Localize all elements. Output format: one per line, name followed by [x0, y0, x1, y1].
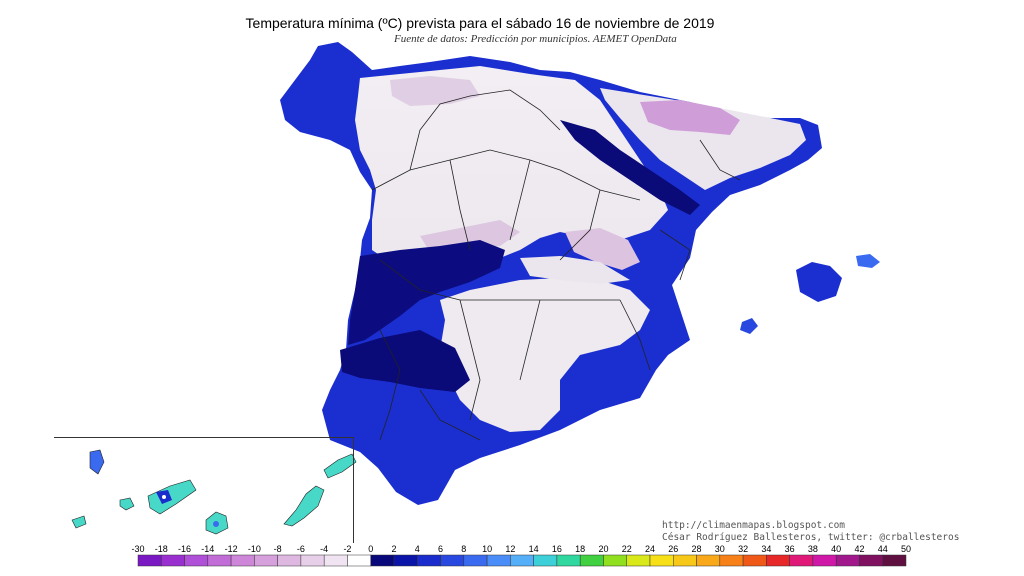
legend-swatch	[323, 554, 348, 567]
legend-tick-label: 4	[415, 544, 420, 554]
legend-tick-label: 38	[808, 544, 818, 554]
legend-swatch	[626, 554, 651, 567]
legend-swatch	[300, 554, 325, 567]
legend-tick-label: -6	[297, 544, 305, 554]
legend-swatch	[161, 554, 185, 567]
canary-inset-frame	[54, 437, 354, 543]
legend-swatch	[742, 554, 767, 567]
mallorca	[796, 262, 842, 302]
legend-tick-label: 8	[461, 544, 466, 554]
ibiza	[740, 318, 758, 334]
legend-swatch	[184, 554, 209, 567]
legend-tick-label: -18	[155, 544, 168, 554]
legend-tick-label: 44	[878, 544, 888, 554]
credit: http://climaenmapas.blogspot.com César R…	[662, 520, 959, 544]
credit-author: César Rodríguez Ballesteros, twitter: @c…	[662, 532, 960, 543]
south-deep	[340, 330, 470, 392]
legend-swatch	[230, 554, 255, 567]
ebro-deep	[560, 120, 700, 215]
legend-tick-label: 18	[575, 544, 585, 554]
canary-islands	[71, 449, 357, 535]
legend-swatch	[696, 554, 721, 567]
legend-swatch	[207, 554, 232, 567]
legend-swatch	[835, 554, 860, 567]
legend-swatch	[254, 554, 278, 567]
legend-swatch	[463, 554, 488, 567]
legend-tick-label: 24	[645, 544, 655, 554]
center-pale	[520, 256, 630, 284]
legend-tick-label: -12	[225, 544, 238, 554]
iberian-lilac	[565, 228, 640, 270]
legend-swatch	[579, 554, 604, 567]
map-title: Temperatura mínima (ºC) prevista para el…	[245, 15, 715, 31]
legend-tick-label: -2	[343, 544, 351, 554]
legend-tick-label: 26	[668, 544, 678, 554]
legend-swatch	[673, 554, 697, 567]
legend-tick-label: 30	[715, 544, 725, 554]
legend-tick-label: -10	[248, 544, 261, 554]
legend-tick-label: -14	[201, 544, 214, 554]
legend-tick-label: 14	[529, 544, 539, 554]
legend-tick-label: -16	[178, 544, 191, 554]
legend-swatch	[417, 554, 441, 567]
menorca	[856, 254, 880, 268]
legend-swatch	[486, 554, 511, 567]
legend-swatch	[347, 554, 371, 567]
legend-swatch	[510, 554, 534, 567]
legend-tick-label: 6	[438, 544, 443, 554]
legend-swatch	[370, 554, 395, 567]
legend-tick-label: 12	[505, 544, 515, 554]
legend-swatch	[440, 554, 465, 567]
credit-url: http://climaenmapas.blogspot.com	[662, 520, 846, 531]
guadalquivir-deep	[348, 240, 505, 345]
legend-swatch	[137, 554, 162, 567]
meseta-sur	[440, 278, 650, 432]
legend-tick-label: 50	[901, 544, 911, 554]
legend-tick-label: -8	[274, 544, 282, 554]
legend-swatch	[882, 554, 907, 567]
meseta-norte	[355, 66, 668, 262]
legend-tick-label: 40	[831, 544, 841, 554]
legend-tick-label: 0	[368, 544, 373, 554]
legend-swatch	[533, 554, 558, 567]
map-source: Fuente de datos: Predicción por municipi…	[394, 33, 677, 45]
legend-tick-label: -30	[131, 544, 144, 554]
legend-tick-label: -4	[320, 544, 328, 554]
legend-swatch	[789, 554, 814, 567]
province-borders	[371, 89, 741, 441]
legend-tick-label: 32	[738, 544, 748, 554]
legend-tick-label: 2	[391, 544, 396, 554]
pyrenees-lilac	[640, 100, 740, 135]
legend-tick-label: 42	[854, 544, 864, 554]
legend-tick-label: 22	[622, 544, 632, 554]
legend-swatch	[812, 554, 837, 567]
legend-tick-label: 34	[761, 544, 771, 554]
northwest-lilac	[390, 76, 480, 106]
legend-tick-label: 28	[692, 544, 702, 554]
legend-swatch	[277, 554, 302, 567]
legend-swatch	[859, 554, 883, 567]
legend-swatch	[603, 554, 627, 567]
legend-tick-label: 10	[482, 544, 492, 554]
legend-swatch	[556, 554, 581, 567]
legend-swatch	[393, 554, 418, 567]
legend-swatch	[766, 554, 790, 567]
legend-tick-label: 36	[785, 544, 795, 554]
legend-swatch	[719, 554, 744, 567]
legend-tick-label: 16	[552, 544, 562, 554]
legend-tick-label: 20	[598, 544, 608, 554]
central-lilac	[420, 220, 520, 252]
legend-swatch	[649, 554, 674, 567]
